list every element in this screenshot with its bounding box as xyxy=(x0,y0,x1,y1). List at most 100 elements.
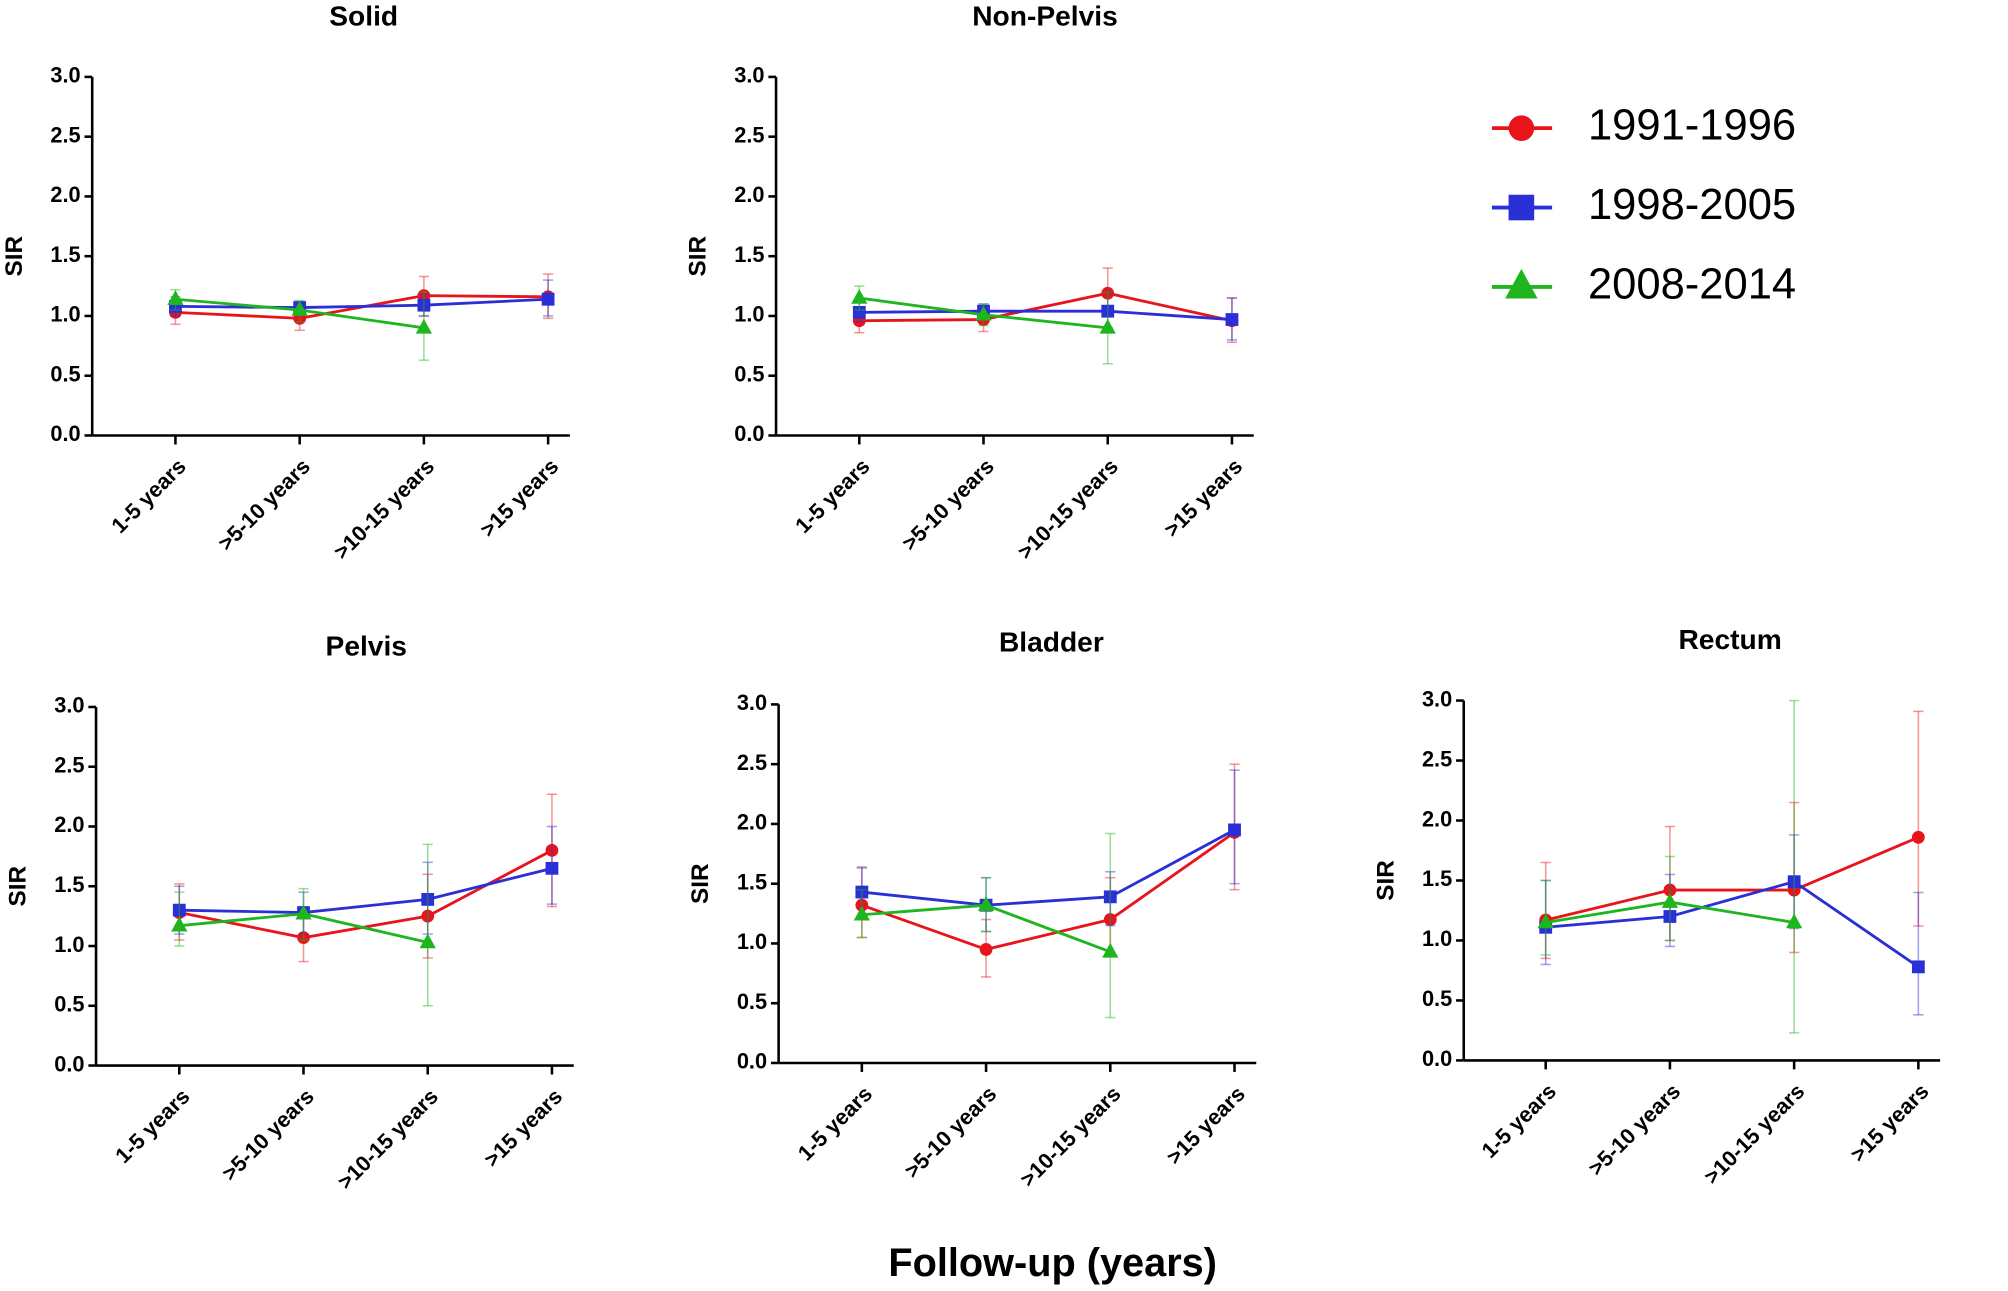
x-tick-label: >10-15 years xyxy=(1015,1081,1126,1192)
marker xyxy=(977,896,995,911)
y-tick-label: 0.5 xyxy=(737,989,767,1014)
y-tick-label: 3.0 xyxy=(1422,686,1452,711)
y-tick-label: 2.0 xyxy=(737,810,767,835)
y-tick-label: 0.5 xyxy=(1422,986,1452,1011)
y-tick-label: 3.0 xyxy=(50,63,80,88)
series-line xyxy=(179,849,553,940)
panel: Rectum SIR 0.0 0.5 1.0 1.5 2.0 2.5 3.0 1-5 years >… xyxy=(1372,623,1941,1190)
x-tick-label: >10-15 years xyxy=(329,454,440,565)
y-tick-label: 1.5 xyxy=(734,242,764,267)
y-tick-label: 0.0 xyxy=(1422,1046,1452,1071)
panel: Bladder SIR 0.0 0.5 1.0 1.5 2.0 2.5 3.0 1-5 years… xyxy=(687,626,1257,1192)
x-tick-label: 1-5 years xyxy=(110,1084,194,1168)
y-axis-label: SIR xyxy=(685,235,712,276)
x-tick-label: >15 years xyxy=(1162,1081,1250,1169)
series-line xyxy=(1545,880,1920,969)
legend-label: 2008-2014 xyxy=(1588,260,1796,308)
marker xyxy=(171,916,188,932)
series-line xyxy=(859,309,1233,321)
x-tick-label: >5-10 years xyxy=(899,1081,1001,1183)
marker xyxy=(291,300,308,316)
y-axis-label: SIR xyxy=(5,866,32,907)
marker xyxy=(979,943,993,956)
y-tick-label: 1.0 xyxy=(1422,926,1452,951)
chart-title: Pelvis xyxy=(326,629,407,661)
y-tick-label: 0.0 xyxy=(737,1049,767,1074)
y-axis-label: SIR xyxy=(687,863,714,904)
marker xyxy=(1911,830,1925,844)
y-tick-label: 2.5 xyxy=(1422,746,1452,771)
y-tick-label: 2.5 xyxy=(54,752,84,777)
x-tick-label: >15 years xyxy=(479,1084,567,1172)
y-tick-label: 1.0 xyxy=(50,302,80,327)
y-tick-label: 1.5 xyxy=(1422,866,1452,891)
x-tick-label: 1-5 years xyxy=(793,1081,877,1165)
marker xyxy=(419,933,436,949)
legend: 1991-1996 1998-2005 2008-2014 xyxy=(1491,102,1796,308)
y-tick-label: 1.5 xyxy=(50,242,80,267)
y-tick-label: 3.0 xyxy=(737,690,767,715)
marker xyxy=(1663,910,1677,923)
marker xyxy=(1101,286,1115,300)
legend-label: 1998-2005 xyxy=(1588,181,1796,229)
y-tick-label: 2.5 xyxy=(734,122,764,147)
x-tick-label: >5-10 years xyxy=(213,454,315,556)
y-tick-label: 3.0 xyxy=(734,63,764,88)
y-tick-label: 1.0 xyxy=(734,302,764,327)
marker xyxy=(541,292,555,306)
y-tick-label: 2.0 xyxy=(1422,806,1452,831)
chart-title: Rectum xyxy=(1678,623,1781,655)
y-tick-label: 1.0 xyxy=(54,932,84,957)
y-tick-label: 2.0 xyxy=(54,812,84,837)
marker xyxy=(1101,304,1115,318)
marker xyxy=(1661,893,1679,908)
marker xyxy=(415,318,433,334)
marker xyxy=(1911,960,1925,974)
x-tick-label: >10-15 years xyxy=(1012,454,1123,565)
legend-marker xyxy=(1505,268,1538,299)
legend-marker xyxy=(1508,194,1535,221)
x-tick-label: >5-10 years xyxy=(897,454,999,556)
marker xyxy=(1099,318,1116,334)
panel: Solid SIR 0.0 0.5 1.0 1.5 2.0 2.5 3.0 1-5 years >5… xyxy=(1,0,570,564)
marker xyxy=(417,298,431,312)
chart-title: Solid xyxy=(329,0,398,31)
marker xyxy=(545,861,559,875)
marker xyxy=(1102,942,1119,958)
marker xyxy=(1228,823,1241,837)
error-bar xyxy=(1789,699,1800,1034)
x-tick-label: >5-10 years xyxy=(217,1084,319,1186)
error-bar xyxy=(1105,832,1116,1019)
y-tick-label: 1.5 xyxy=(737,869,767,894)
x-axis-label: Follow-up (years) xyxy=(888,1241,1217,1285)
y-tick-label: 2.0 xyxy=(734,182,764,207)
marker xyxy=(1103,913,1117,926)
chart-title: Bladder xyxy=(999,626,1104,658)
marker xyxy=(1537,913,1554,929)
marker xyxy=(1787,875,1801,889)
y-tick-label: 0.5 xyxy=(734,361,764,386)
error-bar xyxy=(1540,861,1551,960)
y-tick-label: 0.0 xyxy=(734,421,764,446)
series-line xyxy=(861,831,1236,951)
x-tick-label: 1-5 years xyxy=(1477,1079,1561,1163)
marker xyxy=(1225,313,1239,326)
y-tick-label: 3.0 xyxy=(54,693,84,718)
marker xyxy=(167,290,184,305)
y-tick-label: 1.0 xyxy=(737,929,767,954)
y-axis-label: SIR xyxy=(1,235,28,276)
x-tick-label: >15 years xyxy=(475,454,563,542)
legend-marker xyxy=(1508,115,1535,141)
y-tick-label: 2.0 xyxy=(50,182,80,207)
error-bar xyxy=(422,843,433,1007)
x-tick-label: >10-15 years xyxy=(1699,1079,1810,1190)
y-tick-label: 0.0 xyxy=(54,1051,84,1076)
series-line xyxy=(1545,836,1919,922)
series-line xyxy=(179,866,553,914)
marker xyxy=(1786,913,1803,929)
marker xyxy=(1103,890,1117,904)
marker xyxy=(297,931,310,945)
panel: Pelvis SIR 0.0 0.5 1.0 1.5 2.0 2.5 3.0 1-5 years >… xyxy=(5,629,574,1194)
